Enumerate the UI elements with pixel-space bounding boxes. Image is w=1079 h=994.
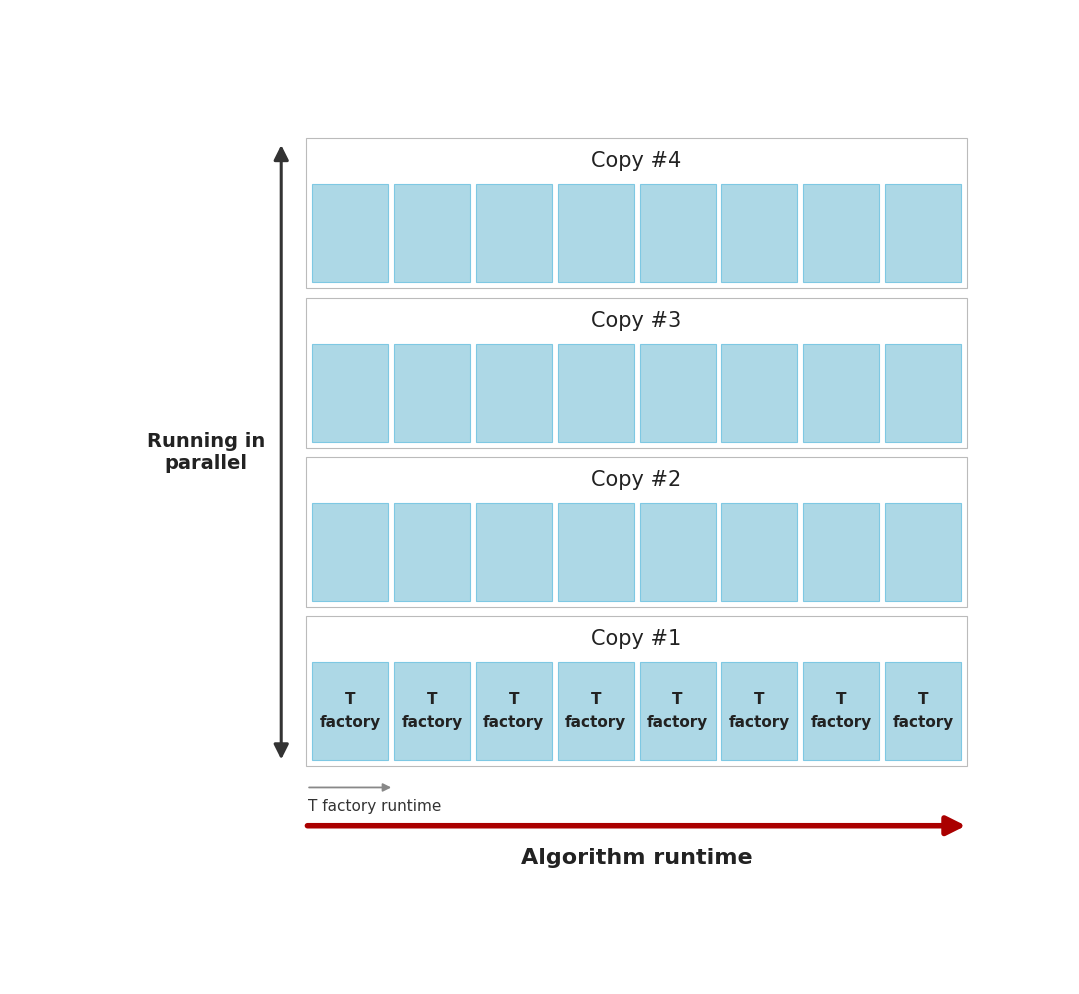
Bar <box>640 344 715 441</box>
Bar <box>803 184 879 282</box>
Bar <box>885 662 961 759</box>
Bar <box>803 344 879 441</box>
Bar <box>885 184 961 282</box>
Text: T: T <box>672 692 683 707</box>
Bar <box>476 184 551 282</box>
Bar <box>640 662 715 759</box>
Text: T: T <box>836 692 846 707</box>
Text: factory: factory <box>483 715 545 731</box>
Bar <box>476 662 551 759</box>
Text: factory: factory <box>565 715 626 731</box>
Bar <box>394 344 470 441</box>
Bar <box>722 184 797 282</box>
Bar <box>312 503 388 600</box>
Bar <box>394 503 470 600</box>
Bar <box>640 503 715 600</box>
Text: factory: factory <box>892 715 954 731</box>
Text: T: T <box>345 692 355 707</box>
Text: Copy #2: Copy #2 <box>591 470 682 490</box>
Text: Copy #4: Copy #4 <box>591 151 682 171</box>
Bar <box>558 344 633 441</box>
Bar <box>885 344 961 441</box>
Text: factory: factory <box>647 715 708 731</box>
Bar <box>312 344 388 441</box>
Bar <box>476 344 551 441</box>
Text: Running in
parallel: Running in parallel <box>147 431 265 473</box>
Text: factory: factory <box>319 715 381 731</box>
Bar <box>306 616 967 766</box>
Text: factory: factory <box>401 715 463 731</box>
Bar <box>306 297 967 447</box>
Bar <box>722 344 797 441</box>
Bar <box>394 662 470 759</box>
Bar <box>394 184 470 282</box>
Text: factory: factory <box>810 715 872 731</box>
Text: factory: factory <box>728 715 790 731</box>
Text: T factory runtime: T factory runtime <box>308 799 441 814</box>
Text: T: T <box>427 692 437 707</box>
Text: T: T <box>754 692 765 707</box>
Bar <box>312 662 388 759</box>
Text: T: T <box>590 692 601 707</box>
Bar <box>312 184 388 282</box>
Bar <box>803 503 879 600</box>
Bar <box>722 503 797 600</box>
Bar <box>640 184 715 282</box>
Bar <box>558 662 633 759</box>
Bar <box>306 457 967 606</box>
Bar <box>306 138 967 288</box>
Bar <box>803 662 879 759</box>
Bar <box>722 662 797 759</box>
Text: T: T <box>918 692 928 707</box>
Bar <box>885 503 961 600</box>
Text: T: T <box>508 692 519 707</box>
Bar <box>476 503 551 600</box>
Text: Algorithm runtime: Algorithm runtime <box>521 848 752 868</box>
Bar <box>558 184 633 282</box>
Bar <box>558 503 633 600</box>
Text: Copy #1: Copy #1 <box>591 629 682 649</box>
Text: Copy #3: Copy #3 <box>591 310 682 331</box>
